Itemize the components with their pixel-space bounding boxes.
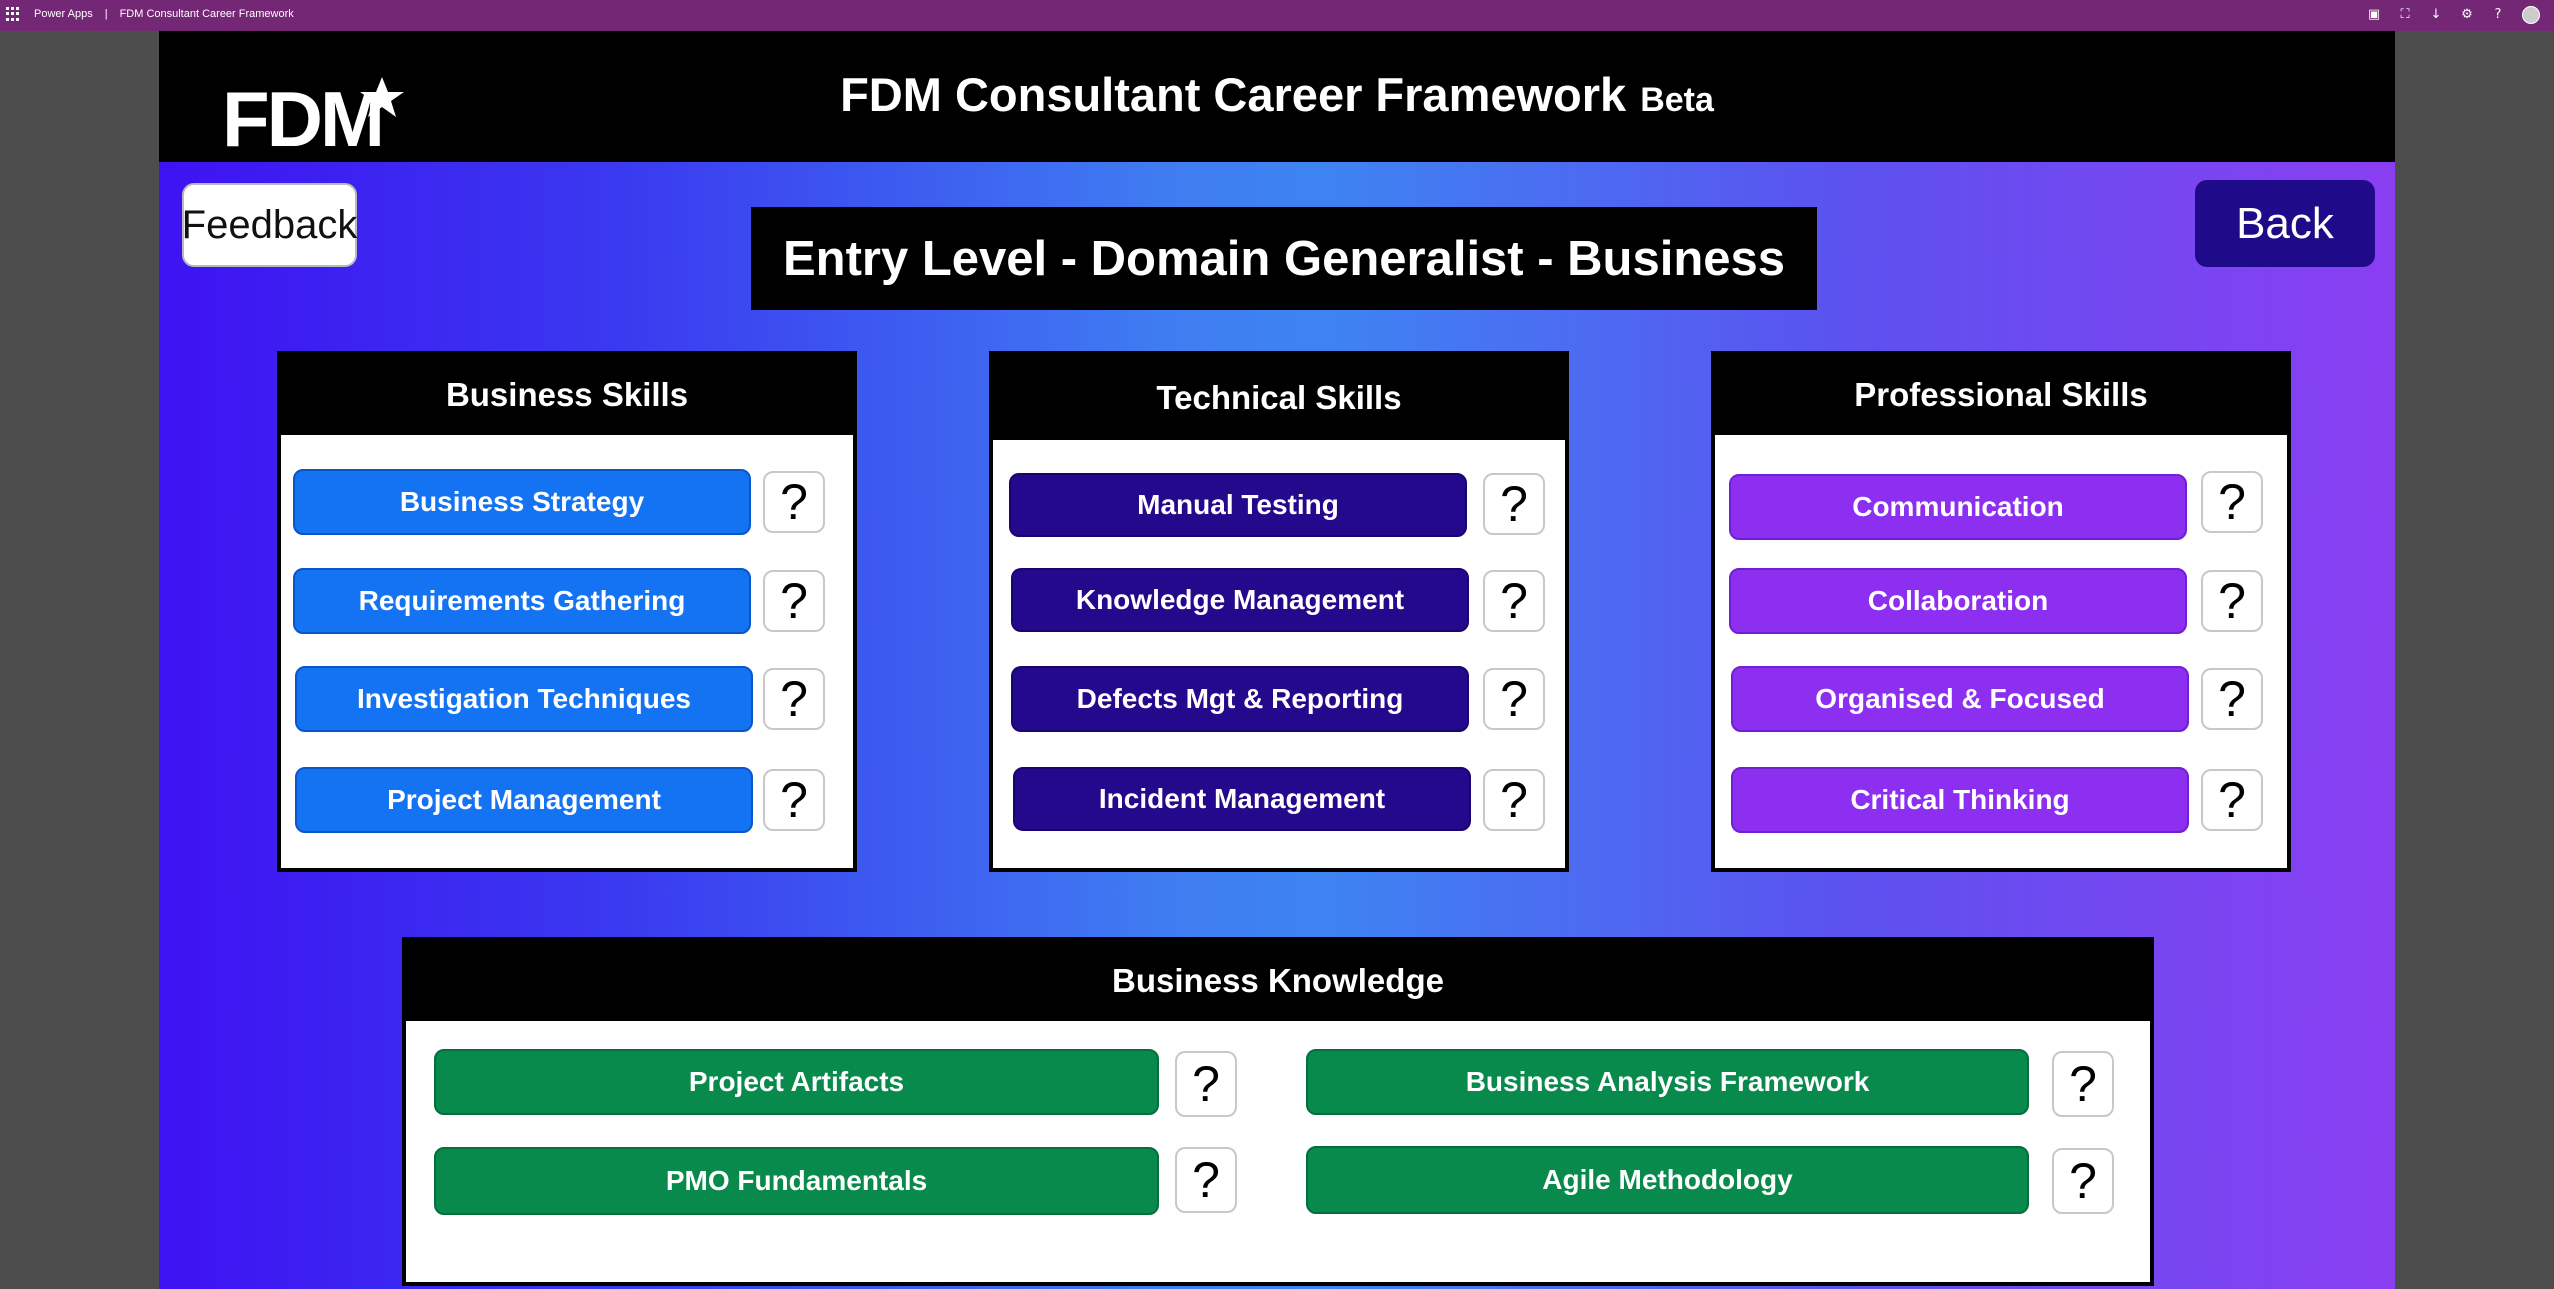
download-icon[interactable]: ↓: [2430, 7, 2442, 22]
skill-organised-focused[interactable]: Organised & Focused: [1731, 666, 2189, 732]
help-button[interactable]: ?: [1483, 668, 1545, 730]
help-button[interactable]: ?: [1175, 1051, 1237, 1117]
technical-skills-header: Technical Skills: [993, 355, 1565, 440]
business-skills-header: Business Skills: [281, 355, 853, 435]
help-button[interactable]: ?: [1175, 1147, 1237, 1213]
skill-collaboration[interactable]: Collaboration: [1729, 568, 2187, 634]
power-apps-label: Power Apps: [34, 8, 93, 20]
fdm-logo: FDM: [222, 75, 404, 159]
skill-manual-testing[interactable]: Manual Testing: [1009, 473, 1467, 537]
avatar[interactable]: [2522, 6, 2540, 24]
skill-project-management[interactable]: Project Management: [295, 767, 753, 833]
knowledge-agile-methodology[interactable]: Agile Methodology: [1306, 1146, 2029, 1214]
professional-skills-panel: Professional Skills Communication ? Coll…: [1711, 351, 2291, 872]
page-title-text: FDM Consultant Career Framework: [840, 68, 1627, 121]
star-icon: [360, 77, 404, 117]
help-button[interactable]: ?: [763, 668, 825, 730]
app-title-label: FDM Consultant Career Framework: [119, 8, 294, 20]
level-title: Entry Level - Domain Generalist - Busine…: [751, 207, 1817, 310]
skill-defects-mgt-reporting[interactable]: Defects Mgt & Reporting: [1011, 666, 1469, 732]
help-button[interactable]: ?: [2201, 471, 2263, 533]
help-button[interactable]: ?: [2201, 668, 2263, 730]
app-launcher-icon[interactable]: [6, 7, 20, 21]
teams-icon[interactable]: ▣: [2367, 7, 2381, 22]
help-button[interactable]: ?: [763, 471, 825, 533]
knowledge-project-artifacts[interactable]: Project Artifacts: [434, 1049, 1159, 1115]
help-button[interactable]: ?: [2052, 1051, 2114, 1117]
skill-critical-thinking[interactable]: Critical Thinking: [1731, 767, 2189, 833]
skill-business-strategy[interactable]: Business Strategy: [293, 469, 751, 535]
app-canvas: FDM FDM Consultant Career Framework Beta …: [159, 31, 2395, 1289]
skill-incident-management[interactable]: Incident Management: [1013, 767, 1471, 831]
fdm-logo-text: FDM: [222, 75, 382, 159]
business-skills-panel: Business Skills Business Strategy ? Requ…: [277, 351, 857, 872]
browser-title: Power Apps | FDM Consultant Career Framewo…: [34, 8, 300, 20]
settings-icon[interactable]: ⚙: [2461, 7, 2473, 22]
help-button[interactable]: ?: [763, 570, 825, 632]
technical-skills-panel: Technical Skills Manual Testing ? Knowle…: [989, 351, 1569, 872]
skill-requirements-gathering[interactable]: Requirements Gathering: [293, 568, 751, 634]
title-separator: |: [104, 8, 108, 20]
help-button[interactable]: ?: [2201, 769, 2263, 831]
skill-communication[interactable]: Communication: [1729, 474, 2187, 540]
business-knowledge-header: Business Knowledge: [406, 941, 2150, 1021]
help-button[interactable]: ?: [1483, 570, 1545, 632]
fit-screen-icon[interactable]: ⛶: [2400, 7, 2410, 22]
back-button[interactable]: Back: [2195, 180, 2375, 267]
help-icon[interactable]: ?: [2494, 7, 2502, 22]
help-button[interactable]: ?: [1483, 769, 1545, 831]
business-knowledge-panel: Business Knowledge Project Artifacts ? B…: [402, 937, 2154, 1286]
power-apps-top-bar: Power Apps | FDM Consultant Career Framewo…: [0, 0, 2554, 31]
app-header: FDM FDM Consultant Career Framework Beta: [159, 31, 2395, 162]
knowledge-business-analysis-framework[interactable]: Business Analysis Framework: [1306, 1049, 2029, 1115]
beta-badge: Beta: [1640, 81, 1714, 119]
help-button[interactable]: ?: [763, 769, 825, 831]
help-button[interactable]: ?: [1483, 473, 1545, 535]
page-title: FDM Consultant Career Framework Beta: [159, 67, 2395, 122]
skill-knowledge-management[interactable]: Knowledge Management: [1011, 568, 1469, 632]
professional-skills-header: Professional Skills: [1715, 355, 2287, 435]
feedback-button[interactable]: Feedback: [182, 183, 357, 267]
knowledge-pmo-fundamentals[interactable]: PMO Fundamentals: [434, 1147, 1159, 1215]
help-button[interactable]: ?: [2052, 1148, 2114, 1214]
skill-investigation-techniques[interactable]: Investigation Techniques: [295, 666, 753, 732]
help-button[interactable]: ?: [2201, 570, 2263, 632]
